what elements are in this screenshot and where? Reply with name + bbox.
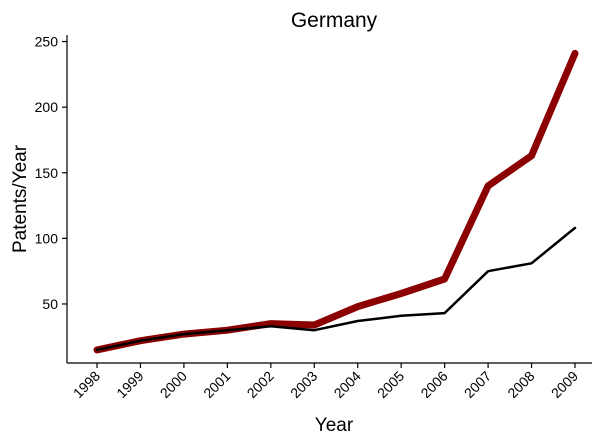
y-tick-label: 200 bbox=[35, 99, 59, 115]
y-tick-label: 100 bbox=[35, 230, 59, 246]
x-tick-label: 1998 bbox=[70, 368, 103, 401]
x-tick-label: 2000 bbox=[157, 368, 190, 401]
y-tick-label: 250 bbox=[35, 34, 59, 50]
x-tick-label: 1999 bbox=[113, 368, 146, 401]
y-axis-label: Patents/Year bbox=[10, 144, 31, 253]
x-tick-label: 2001 bbox=[200, 368, 233, 401]
axes bbox=[66, 35, 592, 364]
x-tick-label: 2005 bbox=[374, 368, 407, 401]
x-axis-label: Year bbox=[315, 415, 354, 436]
chart-title: Germany bbox=[291, 9, 378, 32]
series-line-2 bbox=[95, 226, 577, 352]
x-tick-label: 2003 bbox=[287, 368, 320, 401]
y-tick-label: 50 bbox=[42, 296, 58, 312]
x-tick-label: 2008 bbox=[504, 368, 537, 401]
x-tick-label: 2006 bbox=[417, 368, 450, 401]
y-tick-label: 150 bbox=[35, 165, 59, 181]
x-tick-label: 2009 bbox=[548, 368, 581, 401]
x-tick-label: 2007 bbox=[461, 368, 494, 401]
x-tick-label: 2004 bbox=[331, 368, 364, 401]
series-layer bbox=[93, 49, 579, 354]
series-line-1 bbox=[93, 49, 579, 354]
x-tick-label: 2002 bbox=[244, 368, 277, 401]
